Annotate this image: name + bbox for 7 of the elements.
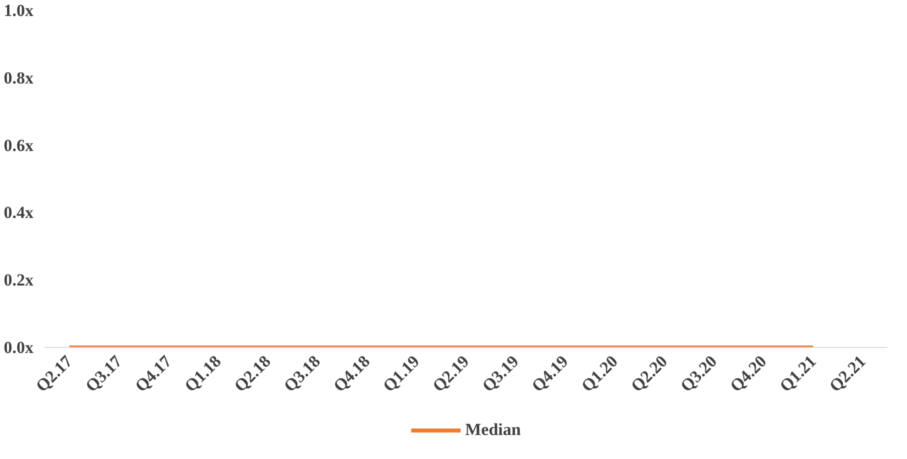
- legend-label: Median: [465, 420, 521, 440]
- y-tick-label: 0.0x: [4, 338, 34, 357]
- y-tick-label: 0.6x: [4, 136, 34, 155]
- y-tick-label: 0.2x: [4, 270, 34, 290]
- y-tick-label: 0.4x: [4, 203, 34, 222]
- y-tick-label: 1.0x: [4, 1, 34, 20]
- y-tick-label: 0.8x: [4, 68, 34, 88]
